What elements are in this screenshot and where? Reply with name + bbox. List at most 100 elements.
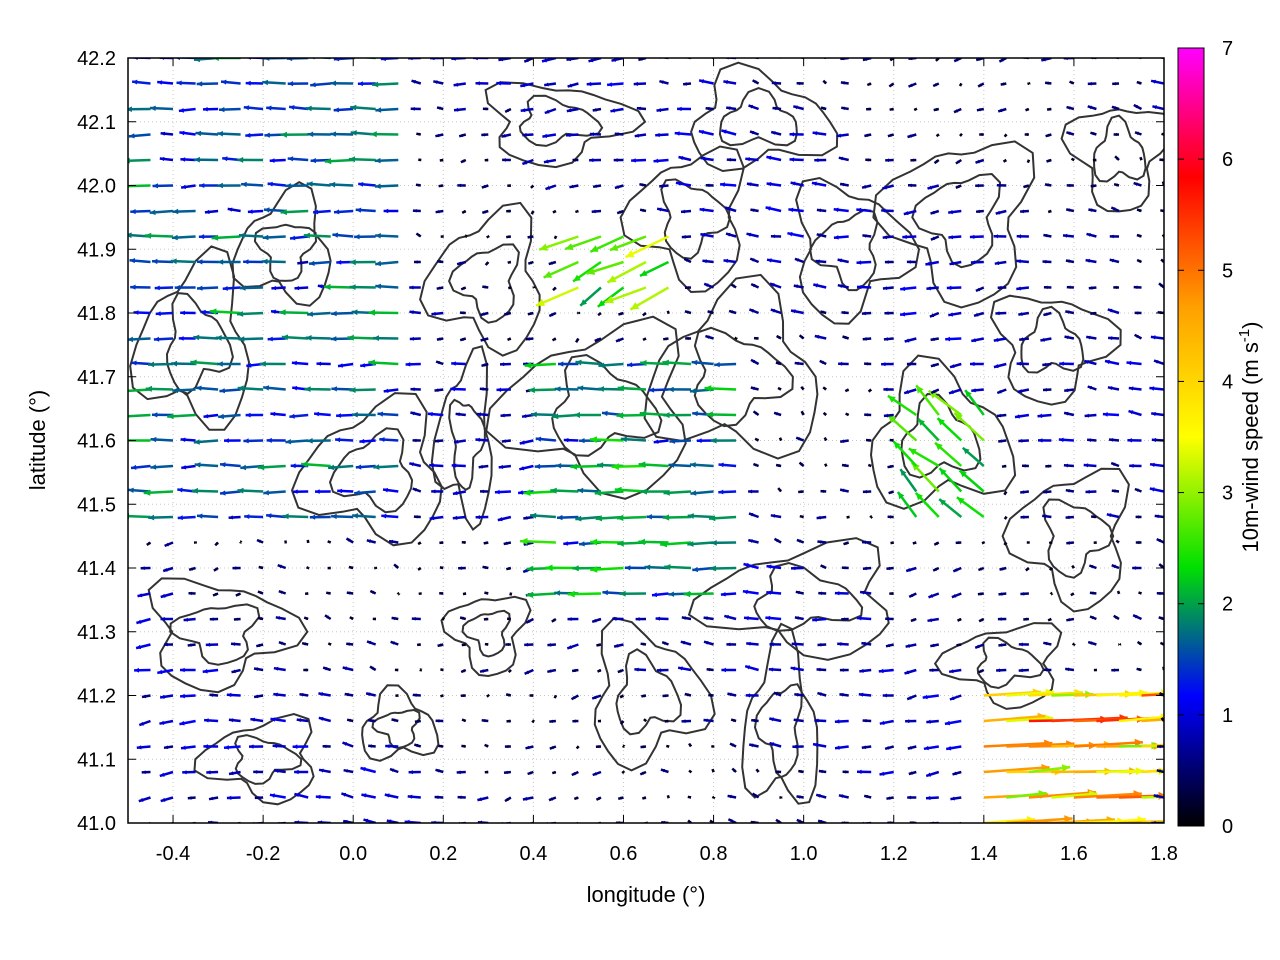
wind-vector (150, 464, 174, 470)
wind-vector (1058, 437, 1074, 443)
wind-vector (390, 640, 399, 646)
wind-vector (287, 156, 309, 162)
wind-vector (820, 310, 827, 315)
wind-vector (822, 386, 827, 391)
wind-vector (844, 388, 850, 393)
wind-vector (575, 209, 579, 214)
wind-vector (333, 209, 354, 215)
wind-vector (452, 515, 466, 520)
wind-vector (1084, 413, 1097, 418)
terrain-contour (165, 292, 234, 395)
wind-vector (155, 311, 174, 317)
wind-vector (412, 209, 421, 213)
terrain-contour (419, 201, 541, 357)
wind-vector (461, 643, 467, 647)
wind-vector (862, 566, 872, 571)
wind-vector (681, 616, 692, 621)
wind-vector (619, 720, 625, 725)
wind-vector (289, 235, 309, 241)
wind-vector (481, 719, 489, 723)
wind-vector (775, 463, 782, 468)
wind-vector (257, 464, 286, 471)
wind-vector (534, 463, 556, 470)
wind-vector (899, 311, 917, 317)
wind-vector (680, 640, 692, 646)
wind-vector (455, 412, 466, 417)
wind-vector (337, 488, 354, 494)
wind-vector (1003, 490, 1008, 496)
wind-vector (881, 184, 895, 190)
wind-vector (655, 132, 669, 138)
wind-vector (530, 411, 556, 418)
wind-vector (1027, 81, 1031, 86)
wind-vector (1086, 232, 1097, 238)
wind-vector (586, 260, 624, 275)
wind-vector (948, 209, 962, 215)
wind-vector (1149, 487, 1164, 493)
wind-vector (1108, 438, 1120, 442)
wind-vector (505, 693, 512, 697)
wind-vector (726, 157, 737, 162)
wind-vector (908, 447, 940, 468)
wind-vector (730, 283, 737, 289)
wind-vector (543, 158, 557, 164)
wind-vector (377, 411, 399, 417)
wind-vector (433, 80, 444, 85)
wind-vector (856, 260, 872, 265)
wind-vector (217, 413, 241, 420)
wind-vector (548, 260, 557, 266)
wind-vector (159, 156, 174, 162)
wind-vector (787, 231, 804, 238)
wind-vector (681, 235, 692, 239)
wind-vector (333, 107, 354, 113)
wind-vector (1014, 413, 1030, 419)
wind-vector (163, 642, 174, 647)
wind-vector (666, 310, 671, 315)
wind-vector (461, 744, 466, 748)
wind-vector (460, 158, 467, 164)
wind-vector (313, 209, 331, 215)
wind-vector (856, 616, 872, 621)
wind-vector (519, 464, 534, 471)
wind-vector (231, 668, 241, 674)
wind-vector (313, 411, 331, 417)
wind-vector (834, 591, 849, 596)
wind-vector (508, 286, 512, 290)
wind-vector (524, 362, 556, 369)
wind-vector (358, 182, 376, 187)
wind-vector (438, 744, 444, 748)
wind-vector (885, 643, 894, 648)
wind-vector (892, 440, 918, 467)
wind-vector (281, 334, 309, 341)
wind-vector (218, 107, 241, 113)
wind-vector (1066, 105, 1075, 111)
wind-vector (575, 515, 602, 522)
wind-vector (530, 512, 556, 519)
wind-vector (745, 157, 759, 162)
wind-vector (504, 796, 512, 803)
wind-vector (128, 389, 129, 391)
wind-vector (887, 515, 894, 519)
wind-vector (748, 538, 759, 544)
wind-vector (864, 413, 872, 417)
wind-vector (595, 745, 602, 749)
wind-vector (151, 412, 174, 418)
wind-vector (480, 337, 489, 342)
terrain-contour (485, 315, 687, 500)
wind-vector (204, 209, 219, 215)
wind-vector (375, 283, 399, 290)
wind-vector (128, 619, 129, 621)
wind-vector (778, 437, 783, 442)
wind-vector (461, 540, 466, 544)
wind-vector (1043, 641, 1052, 646)
wind-vector (642, 311, 647, 317)
wind-vector (613, 158, 624, 162)
wind-vector (410, 106, 421, 111)
wind-vector (718, 462, 737, 468)
terrain-contour (440, 595, 532, 678)
wind-vector (154, 285, 174, 291)
wind-vector (859, 590, 872, 595)
wind-vector (439, 591, 444, 595)
wind-vector (128, 644, 129, 646)
terrain-contour (147, 577, 309, 694)
